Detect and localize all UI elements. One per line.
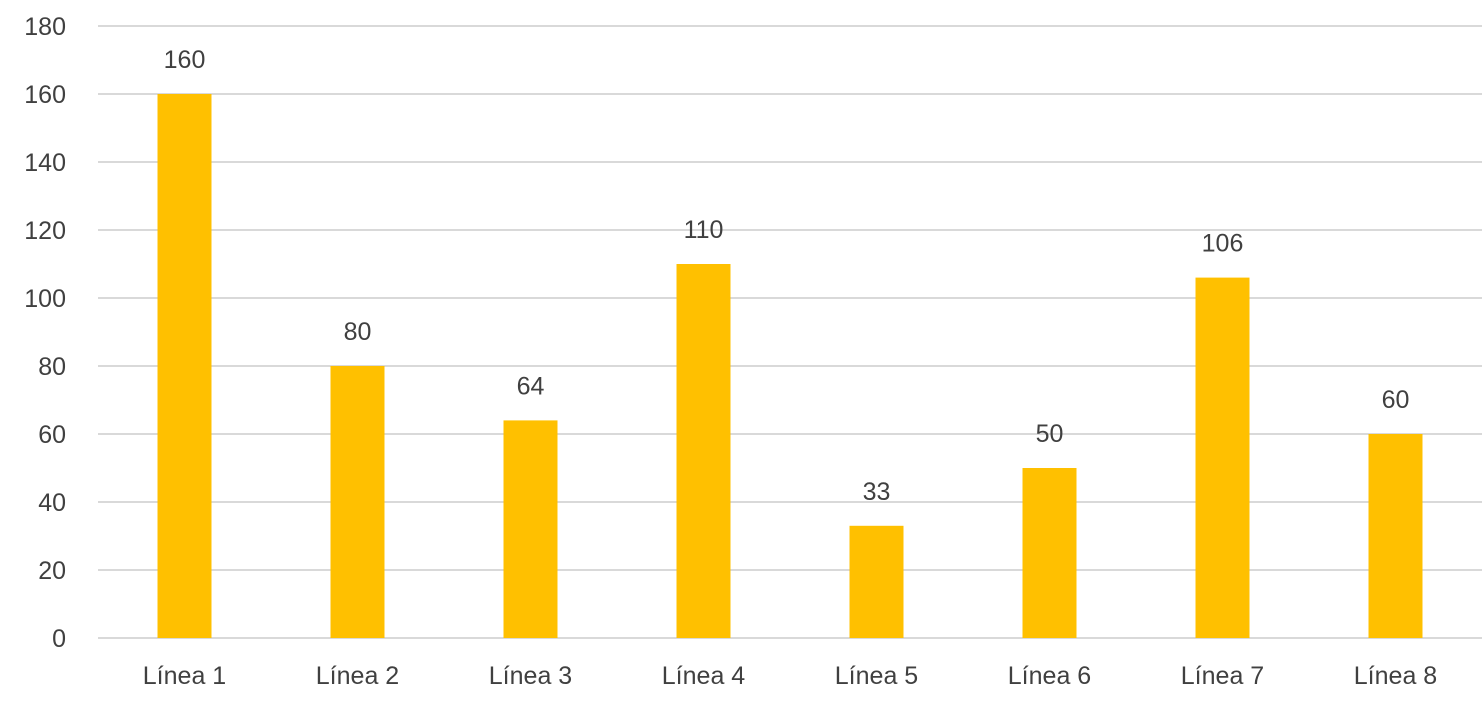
y-tick-label: 80	[38, 353, 66, 381]
y-tick-label: 100	[24, 285, 66, 313]
data-label: 64	[517, 372, 545, 400]
data-label: 106	[1202, 230, 1244, 258]
x-tick-label: Línea 4	[662, 662, 746, 690]
x-tick-label: Línea 7	[1181, 662, 1264, 690]
x-tick-label: Línea 1	[143, 662, 226, 690]
x-axis-tick-labels: Línea 1 Línea 2 Línea 3 Línea 4 Línea 5 Línea…	[143, 662, 1437, 690]
y-tick-label: 20	[38, 557, 66, 585]
data-label: 33	[863, 478, 891, 506]
x-tick-label: Línea 8	[1354, 662, 1437, 690]
x-tick-label: Línea 6	[1008, 662, 1091, 690]
y-tick-label: 0	[52, 625, 66, 653]
data-label: 60	[1382, 386, 1410, 414]
x-tick-label: Línea 2	[316, 662, 399, 690]
y-tick-label: 160	[24, 81, 66, 109]
y-tick-label: 180	[24, 13, 66, 41]
y-tick-label: 120	[24, 217, 66, 245]
bar	[1022, 468, 1077, 638]
y-axis-tick-labels: 0 20 40 60 80 100 120 140 160 180	[24, 13, 66, 653]
data-label: 80	[344, 318, 372, 346]
y-tick-label: 60	[38, 421, 66, 449]
bar	[1368, 434, 1423, 638]
bar	[330, 366, 385, 638]
bar	[1195, 277, 1250, 638]
bar	[849, 525, 904, 638]
data-label: 50	[1036, 420, 1064, 448]
data-labels: 160 80 64 110 33 50 106 60	[164, 46, 1410, 506]
y-tick-label: 40	[38, 489, 66, 517]
y-tick-label: 140	[24, 149, 66, 177]
bars	[157, 94, 1423, 638]
x-tick-label: Línea 5	[835, 662, 918, 690]
bar	[157, 94, 212, 638]
gridlines	[98, 25, 1482, 639]
bar	[503, 420, 558, 638]
data-label: 110	[684, 216, 724, 244]
bar	[676, 264, 731, 638]
x-tick-label: Línea 3	[489, 662, 572, 690]
data-label: 160	[164, 46, 206, 74]
